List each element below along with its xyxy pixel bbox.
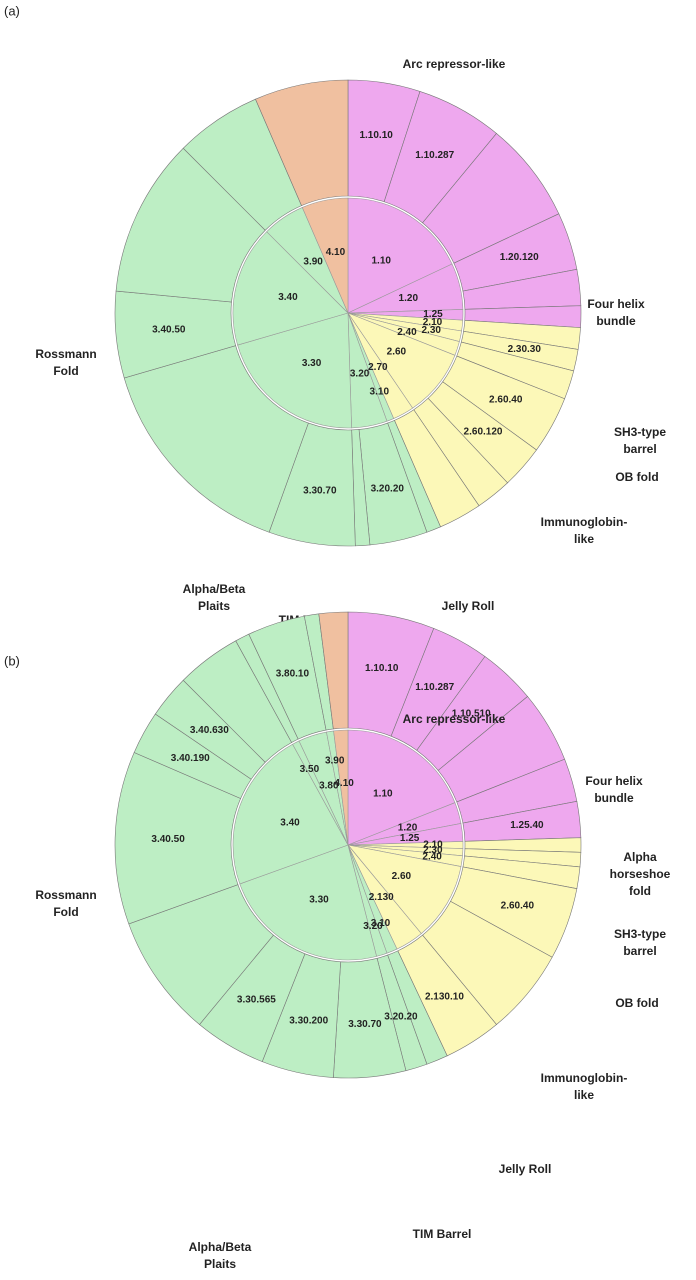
inner-label: 3.80: [319, 781, 339, 792]
outer-label: 1.20.120: [500, 252, 539, 263]
outer-label: 2.30.30: [508, 344, 542, 355]
inner-label: 3.40: [278, 292, 298, 303]
fold-label: Plaits: [204, 1257, 236, 1271]
inner-label: 2.70: [368, 362, 388, 373]
inner-label: 3.20: [363, 921, 383, 932]
fold-label: barrel: [623, 944, 656, 958]
outer-label: 3.40.50: [151, 834, 185, 845]
inner-label: 2.40: [397, 327, 417, 338]
outer-label: 1.10.510: [452, 708, 491, 719]
fold-label: Rossmann: [35, 888, 96, 902]
fold-label: Fold: [53, 364, 78, 378]
outer-label: 3.40.50: [152, 325, 186, 336]
inner-label: 2.30: [423, 845, 443, 856]
inner-label: 2.10: [423, 317, 443, 328]
outer-label: 1.25.40: [510, 820, 544, 831]
outer-label: 1.10.287: [415, 682, 454, 693]
fold-label: Fold: [53, 905, 78, 919]
inner-label: 1.10: [371, 255, 391, 266]
inner-segment: [333, 729, 349, 846]
outer-label: 1.10.10: [359, 130, 393, 141]
inner-label: 2.60: [392, 871, 412, 882]
panel-label: (a): [4, 3, 20, 18]
outer-label: 3.30.70: [303, 485, 337, 496]
panel-label: (b): [4, 653, 20, 668]
fold-label: bundle: [594, 791, 634, 805]
fold-label: Alpha/Beta: [189, 1240, 252, 1254]
fold-label: SH3-type: [614, 425, 666, 439]
inner-label: 3.10: [371, 918, 391, 929]
fold-label: SH3-type: [614, 927, 666, 941]
outer-label: 3.40.190: [171, 753, 210, 764]
outer-label: 3.80.10: [276, 668, 310, 679]
fold-label: Arc repressor-like: [403, 712, 506, 726]
inner-segment: [301, 197, 349, 314]
fold-label: Plaits: [198, 599, 230, 613]
fold-label: horseshoe: [610, 867, 671, 881]
fold-label: Alpha/Beta: [183, 582, 246, 596]
inner-label: 3.90: [325, 756, 345, 767]
inner-label: 2.60: [387, 346, 407, 357]
inner-label: 2.40: [422, 852, 442, 863]
inner-label: 2.130: [369, 892, 394, 903]
inner-label: 3.30: [302, 358, 322, 369]
outer-segment: [123, 345, 309, 533]
inner-label: 1.20: [398, 822, 418, 833]
outer-label: 3.40.630: [190, 725, 229, 736]
inner-label: 3.20: [350, 369, 370, 380]
inner-label: 1.25: [423, 309, 443, 320]
fold-label: fold: [629, 884, 651, 898]
inner-label: 3.30: [309, 894, 329, 905]
inner-label: 4.10: [326, 247, 346, 258]
inner-label: 1.25: [400, 833, 420, 844]
fold-label: Arc repressor-like: [403, 57, 506, 71]
outer-label: 2.60.40: [489, 394, 523, 405]
outer-segment: [255, 79, 349, 207]
fold-label: TIM Barrel: [413, 1227, 472, 1241]
inner-label: 1.10: [373, 788, 393, 799]
fold-label: Immunoglobin-: [541, 515, 628, 529]
inner-label: 2.30: [421, 325, 441, 336]
inner-segment: [232, 743, 349, 885]
outer-label: 1.10.10: [365, 663, 399, 674]
fold-label: Immunoglobin-: [541, 1071, 628, 1085]
outer-label: 3.20.20: [371, 483, 405, 494]
inner-label: 4.10: [334, 778, 354, 789]
fold-label: like: [574, 1088, 594, 1102]
outer-label: 1.10.287: [415, 150, 454, 161]
inner-label: 3.10: [370, 387, 390, 398]
outer-label: 2.130.10: [425, 992, 464, 1003]
outer-label: 3.30.565: [237, 995, 276, 1006]
fold-label: Jelly Roll: [442, 599, 495, 613]
fold-label: Alpha: [623, 850, 657, 864]
inner-label: 3.90: [303, 256, 323, 267]
outer-segment: [318, 611, 349, 730]
outer-label: 3.30.200: [289, 1015, 328, 1026]
fold-label: bundle: [596, 314, 636, 328]
outer-label: 2.60.120: [464, 427, 503, 438]
fold-label: Four helix: [585, 774, 643, 788]
inner-segment: [232, 231, 349, 346]
inner-label: 2.10: [423, 840, 443, 851]
inner-segment: [347, 844, 462, 935]
outer-label: 3.20.20: [384, 1012, 418, 1023]
inner-label: 1.20: [399, 293, 419, 304]
fold-label: Four helix: [587, 297, 645, 311]
outer-label: 3.30.70: [348, 1019, 382, 1030]
fold-label: OB fold: [615, 996, 658, 1010]
inner-label: 3.40: [280, 818, 300, 829]
inner-segment: [347, 729, 456, 846]
inner-segment: [239, 844, 377, 961]
fold-label: like: [574, 532, 594, 546]
fold-label: OB fold: [615, 470, 658, 484]
inner-label: 3.50: [300, 764, 320, 775]
inner-segment: [347, 197, 453, 314]
inner-segment: [237, 312, 352, 429]
fold-label: Rossmann: [35, 347, 96, 361]
outer-label: 2.60.40: [501, 901, 535, 912]
fold-label: Jelly Roll: [499, 1162, 552, 1176]
fold-label: barrel: [623, 442, 656, 456]
